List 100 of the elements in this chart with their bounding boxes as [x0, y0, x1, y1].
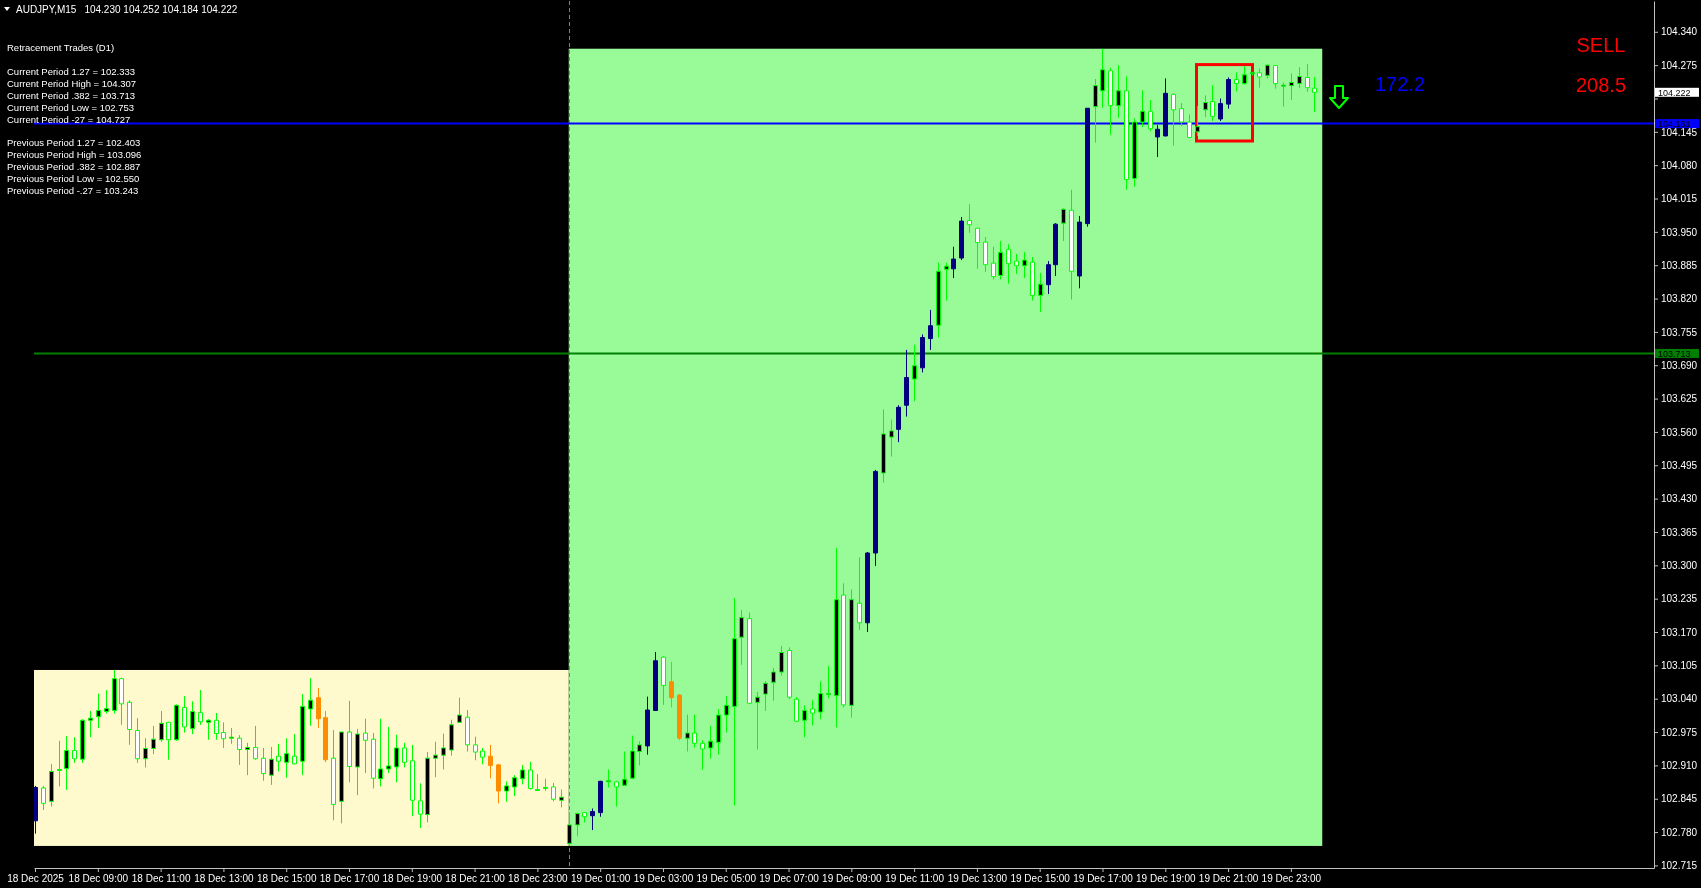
candlestick — [575, 812, 580, 837]
candlestick — [378, 718, 383, 787]
candlestick — [802, 704, 807, 738]
candlestick — [896, 404, 901, 443]
candlestick — [826, 665, 831, 699]
y-tick-label: 104.145 — [1661, 126, 1698, 138]
candlestick — [34, 785, 38, 835]
candlestick — [716, 708, 721, 756]
annotation: Retracement Trades (D1) — [7, 42, 115, 54]
candlestick — [637, 740, 642, 766]
x-tick-label: 18 Dec 17:00 — [319, 873, 380, 885]
candlestick — [112, 669, 117, 715]
y-tick-label: 103.690 — [1661, 359, 1698, 371]
y-tick-label: 103.300 — [1661, 560, 1698, 572]
candlestick — [488, 744, 493, 779]
candlestick — [1203, 94, 1208, 118]
candlestick — [1273, 65, 1278, 90]
candlestick — [394, 734, 399, 783]
candlestick — [912, 344, 917, 402]
candlestick — [763, 680, 768, 712]
candlestick — [88, 710, 93, 738]
x-tick-label: 18 Dec 09:00 — [68, 873, 129, 885]
candlestick — [857, 556, 862, 631]
ref-line-label: 104.161 — [1658, 118, 1691, 129]
y-tick-label: 103.755 — [1661, 326, 1698, 338]
candlestick — [229, 727, 234, 745]
text: 104.222 — [1658, 87, 1691, 98]
y-tick-label: 103.560 — [1661, 426, 1698, 438]
candlestick — [1226, 76, 1231, 110]
candlestick — [363, 718, 368, 774]
candlestick — [143, 737, 148, 768]
candlestick — [873, 469, 878, 567]
candlestick — [1006, 243, 1011, 285]
x-tick-label: 19 Dec 07:00 — [759, 873, 820, 885]
candlestick — [1195, 105, 1200, 137]
candlestick — [433, 741, 438, 778]
candlestick — [528, 761, 533, 791]
y-tick-label: 102.910 — [1661, 760, 1698, 772]
x-tick-label: 18 Dec 19:00 — [382, 873, 443, 885]
candlestick — [1140, 89, 1145, 128]
candlestick — [64, 735, 69, 791]
candlestick — [418, 782, 423, 829]
x-tick-label: 19 Dec 23:00 — [1261, 873, 1322, 885]
x-tick-label: 19 Dec 15:00 — [1010, 873, 1071, 885]
candlestick — [504, 780, 509, 803]
annotation: Current Period High = 104.307 — [7, 77, 137, 89]
candlestick — [57, 740, 62, 787]
candlestick — [119, 677, 124, 726]
candlestick — [284, 737, 289, 779]
y-tick-label: 103.040 — [1661, 693, 1698, 705]
y-tick-label: 104.340 — [1661, 26, 1698, 38]
candlestick — [959, 216, 964, 261]
annotation: 172.2 — [1374, 73, 1426, 95]
y-tick-label: 103.430 — [1661, 493, 1698, 505]
candlestick — [190, 700, 195, 735]
candlestick — [300, 693, 305, 776]
x-tick-label: 19 Dec 03:00 — [633, 873, 694, 885]
candlestick — [810, 699, 815, 726]
candlestick — [661, 655, 666, 706]
candlestick — [849, 588, 854, 719]
candlestick — [237, 734, 242, 766]
candlestick — [449, 719, 454, 757]
y-tick-label: 103.105 — [1661, 660, 1698, 672]
candlestick — [355, 728, 360, 796]
candlestick — [1014, 253, 1019, 275]
candlestick — [944, 262, 949, 302]
candlestick — [724, 695, 729, 734]
candlestick — [739, 609, 744, 666]
y-tick-label: 103.885 — [1661, 259, 1698, 271]
candlestick — [1171, 92, 1176, 147]
candlestick — [198, 689, 203, 726]
y-tick-label: 104.080 — [1661, 159, 1698, 171]
annotation: SELL — [1576, 34, 1626, 56]
candlestick — [261, 747, 266, 782]
candlestick — [1187, 113, 1192, 139]
x-tick-label: 18 Dec 13:00 — [194, 873, 255, 885]
candlestick — [269, 746, 274, 786]
candlestick — [292, 733, 297, 765]
candlestick — [1281, 82, 1286, 108]
candlestick — [457, 697, 462, 724]
y-tick-label: 102.780 — [1661, 826, 1698, 838]
candlestick — [127, 699, 132, 746]
candlestick — [72, 736, 77, 764]
candlestick — [567, 811, 572, 847]
x-tick-label: 19 Dec 17:00 — [1073, 873, 1134, 885]
candlestick — [1116, 64, 1121, 119]
candlestick — [1242, 65, 1247, 86]
candlestick — [331, 729, 336, 821]
x-tick-label: 18 Dec 21:00 — [445, 873, 506, 885]
candlestick — [1210, 84, 1215, 122]
annotation: Previous Period High = 103.096 — [7, 149, 142, 161]
candlestick — [645, 696, 650, 756]
candlestick — [685, 714, 690, 753]
candlestick — [441, 733, 446, 770]
candlestick — [975, 227, 980, 270]
x-tick-label: 19 Dec 13:00 — [947, 873, 1008, 885]
candlestick — [402, 742, 407, 768]
candlestick — [1179, 102, 1184, 127]
annotation: Current Period Low = 102.753 — [7, 101, 135, 113]
candlestick — [159, 710, 164, 743]
